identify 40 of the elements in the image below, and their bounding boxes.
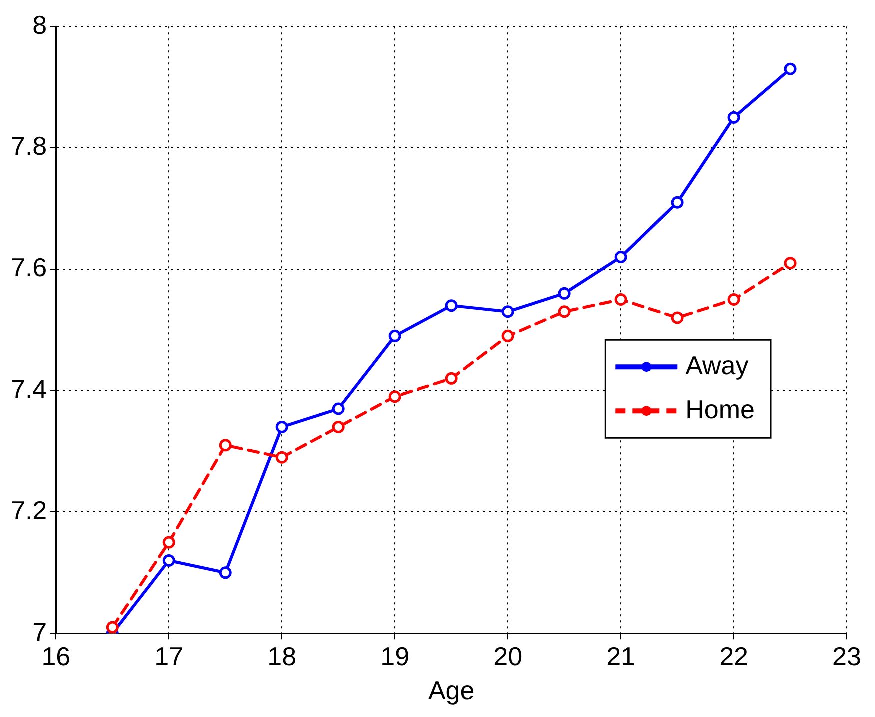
point — [445, 300, 458, 312]
point — [671, 312, 684, 324]
point — [276, 451, 288, 464]
y-tick-label: 7.8 — [10, 131, 48, 162]
point — [502, 306, 514, 318]
point — [614, 294, 628, 306]
y-tick-label: 7.6 — [10, 252, 48, 283]
x-tick-label: 21 — [606, 641, 636, 672]
point — [162, 554, 176, 568]
x-tick-label: 18 — [268, 641, 297, 672]
y-tick-label: 7.4 — [10, 374, 48, 404]
point — [332, 402, 345, 416]
point — [728, 111, 740, 124]
point — [388, 390, 402, 404]
point — [614, 251, 628, 264]
x-tick-label: 22 — [720, 641, 748, 672]
point — [219, 439, 232, 452]
point — [558, 306, 571, 318]
point — [784, 257, 797, 270]
point — [671, 196, 684, 209]
y-tick-label: 7.2 — [10, 495, 48, 526]
legend-label: Away — [686, 350, 749, 380]
point — [728, 294, 740, 306]
point — [502, 330, 514, 342]
point — [276, 420, 288, 434]
point — [162, 536, 176, 549]
point — [445, 372, 458, 385]
point — [106, 621, 119, 634]
point — [784, 62, 797, 76]
x-tick-label: 23 — [832, 641, 862, 672]
point — [332, 420, 345, 434]
legend-label: Home — [686, 394, 756, 424]
point — [219, 566, 232, 580]
x-axis-title: Age — [428, 676, 475, 706]
y-tick-label: 8 — [32, 10, 48, 40]
x-tick-label: 20 — [494, 641, 523, 672]
point — [558, 287, 571, 300]
x-tick-label: 19 — [380, 641, 410, 672]
x-tick-label: 17 — [154, 641, 184, 672]
point — [388, 330, 402, 342]
